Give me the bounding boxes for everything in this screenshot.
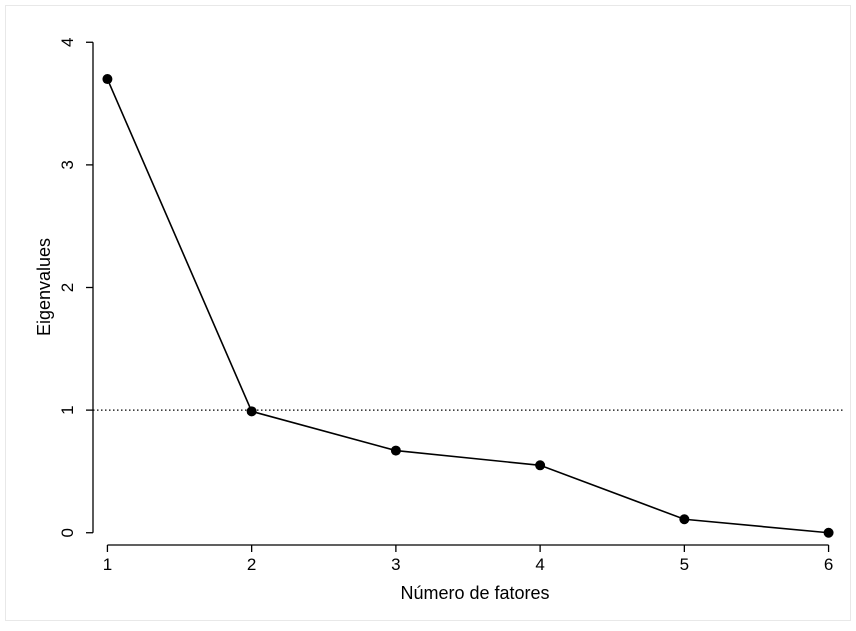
x-tick-label: 2 bbox=[247, 555, 256, 574]
y-tick-label: 4 bbox=[58, 38, 77, 47]
data-point bbox=[102, 74, 113, 85]
data-point bbox=[679, 514, 690, 525]
x-axis-title: Número de fatores bbox=[400, 583, 549, 603]
axes: 1 2 3 4 5 6 0 1 2 3 4 bbox=[58, 38, 833, 574]
y-axis-title: Eigenvalues bbox=[34, 238, 54, 336]
data-point bbox=[390, 445, 401, 456]
y-tick-label: 3 bbox=[58, 160, 77, 169]
y-tick-label: 0 bbox=[58, 528, 77, 537]
data-point bbox=[246, 406, 257, 417]
x-tick-label: 6 bbox=[824, 555, 833, 574]
x-tick-label: 4 bbox=[535, 555, 544, 574]
x-tick-label: 1 bbox=[103, 555, 112, 574]
data-point bbox=[823, 527, 834, 538]
data-point bbox=[535, 460, 546, 471]
series-line bbox=[106, 78, 829, 534]
x-tick-label: 3 bbox=[391, 555, 400, 574]
chart-frame bbox=[5, 5, 851, 621]
y-tick-label: 2 bbox=[58, 283, 77, 292]
y-tick-label: 1 bbox=[58, 405, 77, 414]
x-tick-label: 5 bbox=[680, 555, 689, 574]
series-group bbox=[102, 74, 834, 538]
